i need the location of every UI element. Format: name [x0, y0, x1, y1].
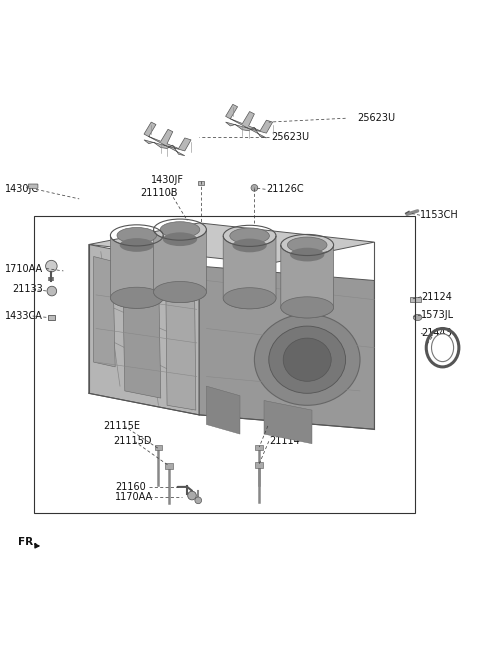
Text: 1430JC: 1430JC	[5, 185, 39, 194]
Ellipse shape	[110, 287, 163, 308]
Text: 21443: 21443	[421, 328, 452, 338]
Text: 1430JF: 1430JF	[151, 175, 184, 185]
Polygon shape	[199, 266, 374, 429]
Polygon shape	[89, 244, 199, 415]
Ellipse shape	[283, 338, 331, 381]
Text: 25623U: 25623U	[271, 131, 309, 141]
Bar	[155, 445, 162, 451]
Polygon shape	[223, 236, 276, 309]
Text: FR.: FR.	[18, 537, 37, 547]
Ellipse shape	[290, 248, 324, 261]
Text: 22124B: 22124B	[268, 421, 306, 431]
Circle shape	[195, 497, 202, 504]
Circle shape	[188, 491, 196, 500]
Bar	[48, 315, 55, 320]
Circle shape	[46, 260, 57, 272]
Text: 1170AA: 1170AA	[115, 491, 153, 501]
Polygon shape	[264, 401, 312, 443]
Ellipse shape	[223, 288, 276, 309]
Ellipse shape	[117, 227, 156, 243]
Polygon shape	[122, 259, 161, 398]
Text: 1710AA: 1710AA	[5, 263, 43, 273]
Text: 21133: 21133	[12, 284, 43, 294]
Polygon shape	[110, 235, 163, 308]
Text: 1573JL: 1573JL	[421, 310, 454, 320]
Text: 21160: 21160	[115, 482, 146, 492]
Text: 1433CA: 1433CA	[5, 311, 43, 321]
Ellipse shape	[120, 238, 154, 252]
Bar	[165, 463, 173, 468]
Text: 1153CH: 1153CH	[420, 210, 459, 220]
FancyBboxPatch shape	[28, 184, 38, 189]
Ellipse shape	[232, 238, 267, 252]
Polygon shape	[206, 386, 240, 434]
Ellipse shape	[154, 281, 206, 303]
Polygon shape	[144, 122, 191, 156]
Polygon shape	[94, 256, 115, 367]
Ellipse shape	[281, 297, 334, 318]
Ellipse shape	[269, 326, 346, 394]
Ellipse shape	[230, 228, 269, 244]
Circle shape	[47, 286, 57, 296]
Text: 21115E: 21115E	[103, 421, 140, 431]
Text: 21124: 21124	[421, 292, 452, 302]
Bar	[410, 297, 421, 302]
Bar	[255, 445, 263, 451]
Polygon shape	[166, 266, 196, 410]
Text: 21126C: 21126C	[266, 185, 304, 194]
Polygon shape	[226, 104, 273, 138]
Ellipse shape	[413, 314, 422, 321]
Circle shape	[251, 185, 258, 191]
Ellipse shape	[163, 233, 197, 246]
Bar	[255, 462, 263, 468]
Ellipse shape	[160, 221, 200, 238]
Ellipse shape	[288, 237, 327, 253]
Text: 25623U: 25623U	[358, 113, 396, 124]
Ellipse shape	[432, 334, 454, 361]
Polygon shape	[154, 229, 206, 303]
Ellipse shape	[254, 314, 360, 405]
Polygon shape	[89, 223, 374, 263]
Text: 21114: 21114	[269, 436, 300, 446]
Bar	[198, 181, 204, 185]
Text: 21115D: 21115D	[113, 436, 151, 446]
Bar	[34, 215, 415, 513]
Polygon shape	[281, 245, 334, 318]
Text: 21110B: 21110B	[140, 188, 178, 198]
